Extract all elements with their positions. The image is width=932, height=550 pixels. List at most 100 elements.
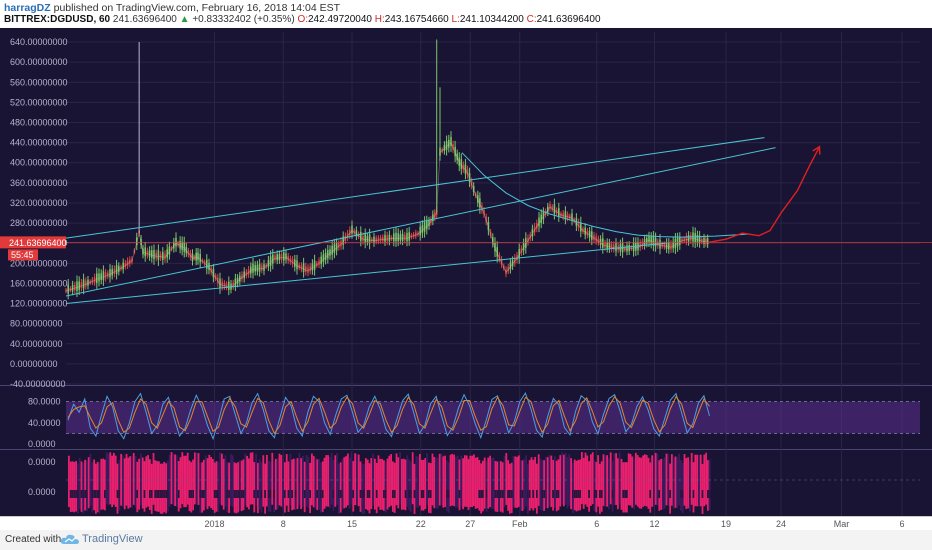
indicator-bar [251, 452, 254, 505]
indicator-bar-gap [75, 490, 77, 498]
indicator-bar [374, 458, 376, 510]
indicator-bar [217, 461, 220, 513]
candle-body [316, 262, 318, 266]
indicator-bar-gap [154, 490, 157, 498]
indicator-bar [460, 455, 463, 507]
bars-tick-label: 0.0000 [28, 487, 56, 497]
candle-body [349, 229, 351, 236]
candle-body [632, 242, 635, 252]
indicator-bar [447, 462, 450, 513]
indicator-bar [334, 455, 337, 507]
indicator-bar-gap [361, 490, 364, 498]
indicator-bar [183, 455, 185, 508]
indicator-bar-gap [235, 490, 238, 498]
candle-body [650, 236, 652, 244]
indicator-bar [501, 462, 504, 513]
indicator-bar-gap [577, 490, 580, 498]
candle-body [566, 214, 569, 219]
indicator-bar [428, 462, 430, 513]
indicator-bar [537, 454, 540, 506]
indicator-bar [208, 454, 211, 507]
ohlc-open-value: 242.49720040 [308, 14, 372, 25]
candle-body [386, 235, 388, 242]
indicator-bar [404, 459, 407, 511]
main-price-pane[interactable] [65, 39, 932, 305]
bars-indicator-pane[interactable] [66, 452, 920, 514]
indicator-bar [314, 457, 317, 509]
last-price-badge [0, 236, 66, 249]
indicator-bar [383, 460, 385, 511]
indicator-bar [577, 459, 580, 511]
indicator-bar-gap [161, 490, 164, 498]
indicator-bar [687, 457, 689, 509]
indicator-bar [613, 453, 616, 506]
indicator-bar [305, 455, 308, 507]
candle-body [67, 284, 69, 294]
tradingview-brand[interactable]: TradingView [82, 533, 143, 545]
indicator-bar-gap [428, 490, 430, 498]
indicator-bar [276, 458, 279, 510]
indicator-bar [509, 463, 511, 514]
indicator-bar [563, 454, 565, 507]
indicator-bar [116, 463, 119, 514]
indicator-bar [226, 461, 229, 513]
indicator-bar-gap [294, 490, 297, 498]
candle-body [324, 252, 327, 260]
indicator-bar-gap [527, 490, 529, 498]
candle-body [694, 233, 696, 243]
indicator-bar [111, 455, 113, 508]
indicator-bar [158, 461, 160, 512]
indicator-bar-gap [82, 490, 85, 498]
indicator-bar-gap [595, 490, 598, 498]
candle-body [564, 211, 567, 220]
indicator-bar [663, 457, 666, 509]
indicator-bar [638, 457, 641, 509]
candle-body [118, 265, 120, 272]
indicator-bar [536, 463, 538, 514]
decay-curve [461, 152, 749, 238]
candle-body [549, 204, 551, 209]
indicator-bar [224, 455, 227, 507]
price-axis[interactable]: 640.00000000 600.00000000 560.00000000 520.… [0, 37, 68, 497]
indicator-bar-gap [98, 490, 101, 498]
stochastic-pane[interactable] [66, 392, 920, 441]
candle-body [379, 237, 382, 242]
candle-body [212, 269, 215, 278]
candle-body [412, 233, 415, 237]
indicator-bar [147, 455, 149, 507]
candle-body [432, 214, 434, 222]
candle-body [599, 238, 602, 245]
indicator-bar [518, 455, 520, 507]
author-name[interactable]: harragDZ [4, 2, 51, 14]
indicator-bar [530, 457, 533, 509]
indicator-bar [550, 455, 553, 508]
indicator-bar-gap [188, 490, 191, 498]
candle-body [331, 245, 333, 255]
indicator-bar [300, 458, 302, 510]
time-axis[interactable]: 2018 8 15 22 27 Feb 6 12 19 24 Mar 6 [204, 519, 904, 529]
indicator-bar-gap [260, 490, 263, 498]
indicator-bar-gap [572, 490, 574, 498]
indicator-bar [584, 452, 587, 505]
indicator-bar-gap [165, 490, 167, 498]
indicator-bar-gap [478, 490, 481, 498]
indicator-bar [573, 459, 576, 511]
indicator-bar [676, 457, 679, 509]
candle-body [210, 267, 212, 273]
candle-body [305, 266, 307, 272]
indicator-bar [649, 462, 652, 513]
candle-body [115, 265, 118, 275]
ohlc-low-value: 241.10344200 [459, 14, 524, 25]
price-chart[interactable]: 640.00000000600.00000000560.00000000520.… [0, 28, 932, 530]
indicator-bar [471, 455, 473, 508]
candle-body [397, 233, 399, 242]
indicator-bar [237, 462, 239, 513]
indicator-bar [411, 452, 414, 505]
indicator-bar [491, 457, 493, 509]
indicator-bar [287, 461, 290, 512]
candle-body [602, 238, 604, 248]
indicator-bar [343, 457, 346, 509]
indicator-bar [464, 455, 466, 507]
candle-body [340, 240, 342, 247]
x-tick-label: 15 [347, 519, 357, 529]
